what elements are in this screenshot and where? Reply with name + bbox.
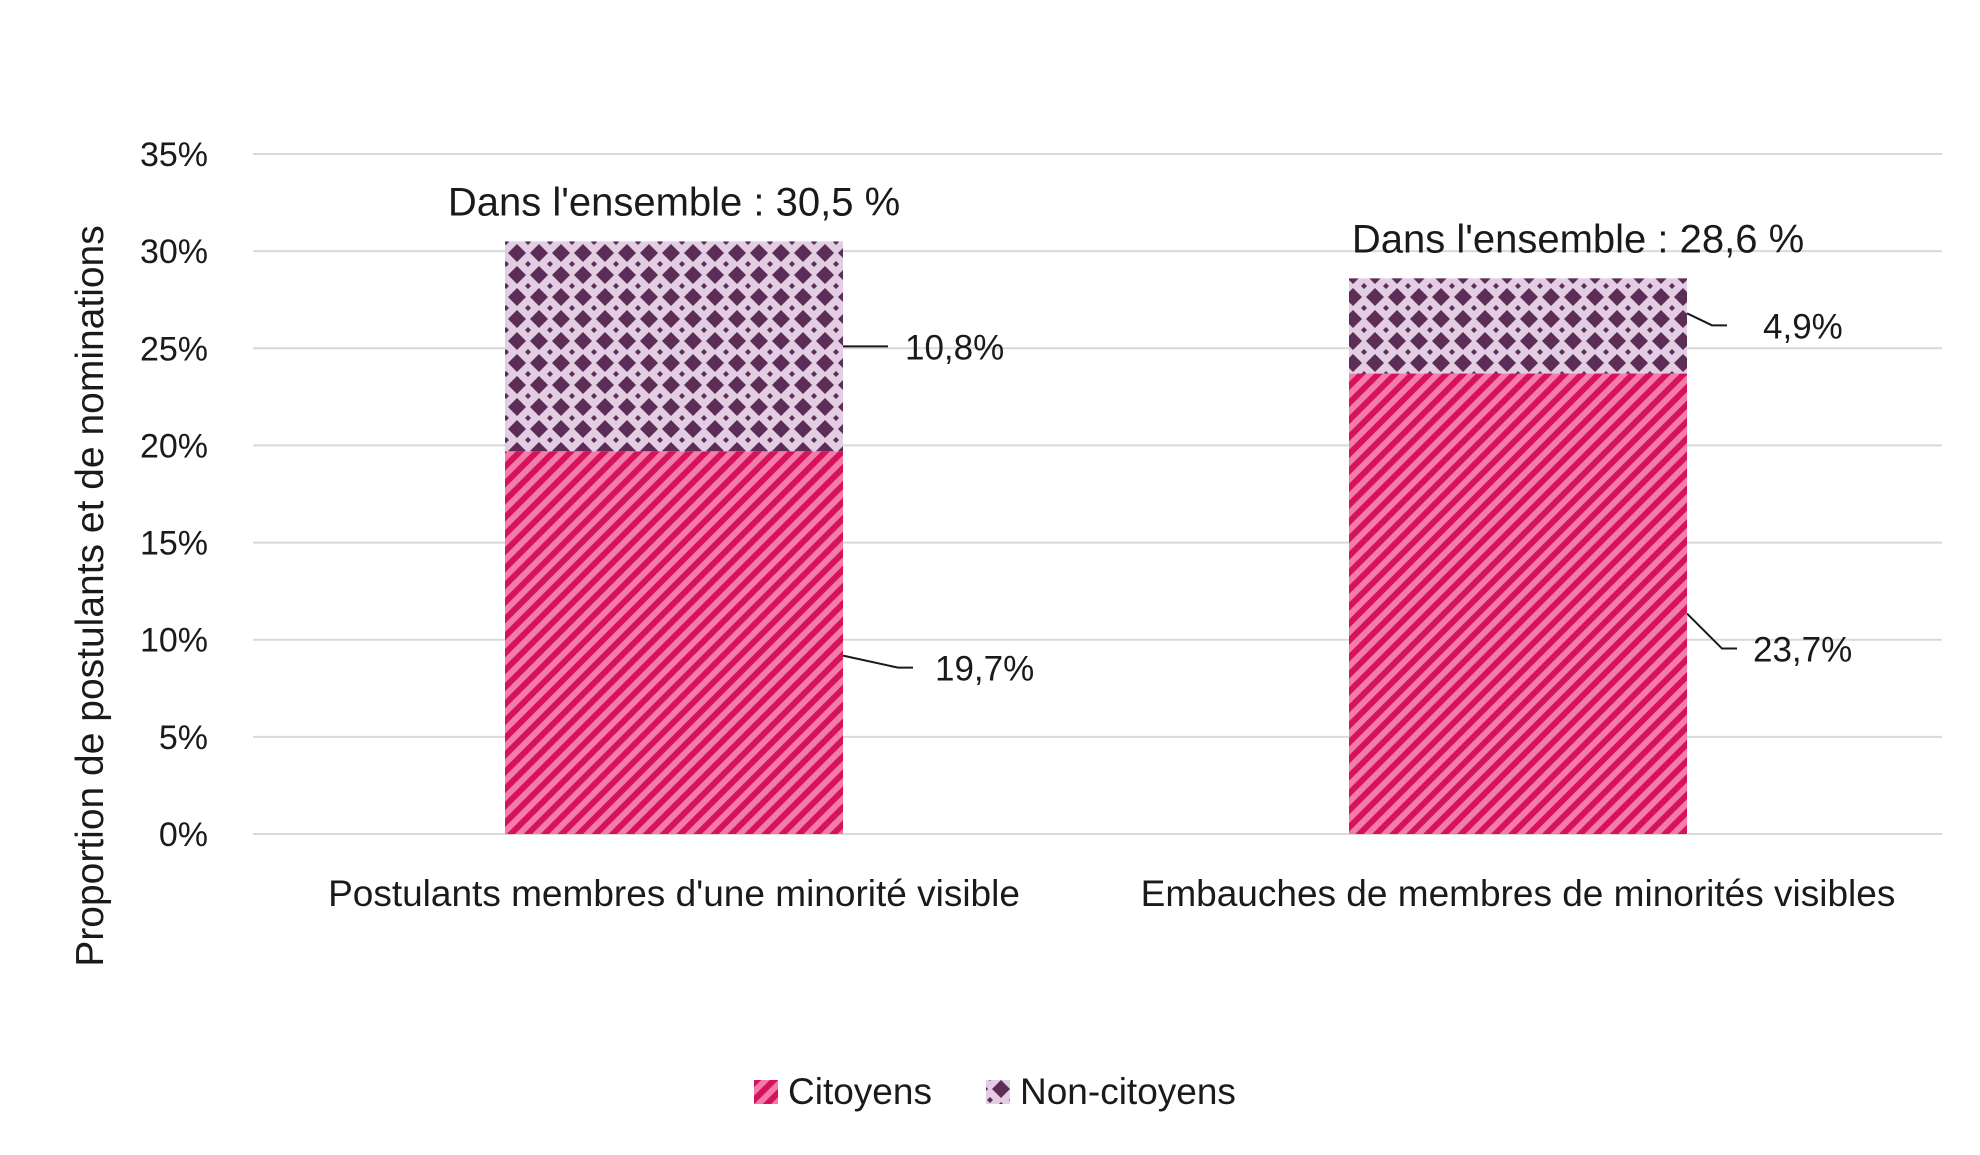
data-label-citoyens-2: 23,7% [1753, 631, 1852, 670]
leader-line [1686, 312, 1727, 327]
y-axis-ticks: 0% 5% 10% 15% 20% 25% 30% 35% [140, 136, 208, 854]
total-label-1: Dans l'ensemble : 30,5 % [448, 180, 900, 224]
x-axis-categories: Postulants membres d'une minorité visibl… [328, 873, 1895, 914]
legend: Citoyens Non-citoyens [754, 1071, 1236, 1112]
legend-label-non-citoyens: Non-citoyens [1020, 1071, 1236, 1112]
bar-non-citoyens-1 [505, 241, 843, 452]
data-labels: 19,7% 10,8% Dans l'ensemble : 30,5 % 23,7% 4… [448, 180, 1852, 688]
category-label-1: Postulants membres d'une minorité visibl… [328, 873, 1020, 914]
bar-non-citoyens-2 [1349, 278, 1687, 374]
y-tick-label: 30% [140, 233, 208, 271]
bars [505, 241, 1687, 834]
data-label-non-citoyens-1: 10,8% [905, 328, 1004, 367]
y-tick-label: 10% [140, 622, 208, 660]
y-tick-label: 0% [159, 816, 208, 854]
total-label-2: Dans l'ensemble : 28,6 % [1352, 217, 1804, 261]
y-tick-label: 20% [140, 427, 208, 465]
y-tick-label: 5% [159, 719, 208, 757]
legend-swatch-citoyens [754, 1080, 778, 1104]
y-tick-label: 15% [140, 525, 208, 563]
leader-line [1686, 612, 1737, 650]
bar-citoyens-2 [1349, 373, 1687, 834]
legend-label-citoyens: Citoyens [788, 1071, 932, 1112]
data-label-citoyens-1: 19,7% [935, 650, 1034, 689]
leader-line [842, 654, 913, 669]
y-axis-label: Proportion de postulants et de nominatio… [69, 225, 112, 966]
bar-citoyens-1 [505, 451, 843, 834]
data-label-non-citoyens-2: 4,9% [1763, 307, 1843, 346]
y-tick-label: 35% [140, 136, 208, 174]
y-tick-label: 25% [140, 330, 208, 368]
legend-swatch-non-citoyens [986, 1080, 1010, 1104]
category-label-2: Embauches de membres de minorités visibl… [1141, 873, 1896, 914]
